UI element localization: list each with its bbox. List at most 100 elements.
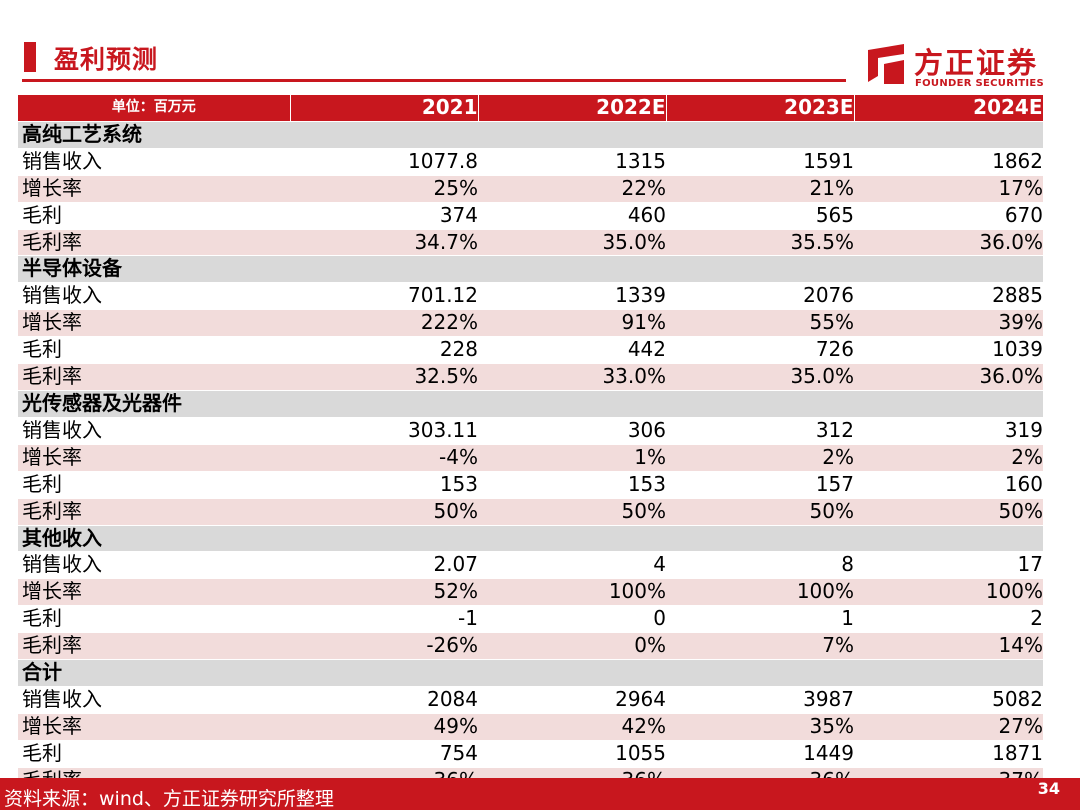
value-cell: 34.7% bbox=[290, 229, 478, 257]
value-cell: 2% bbox=[854, 444, 1043, 472]
segment-empty-cell bbox=[854, 121, 1043, 149]
value-cell: 100% bbox=[478, 578, 666, 607]
segment-empty-cell bbox=[478, 121, 666, 149]
founder-logo-icon bbox=[868, 44, 904, 84]
table-row: 毛利 754 1055 1449 1871 bbox=[18, 740, 1043, 768]
value-cell: 32.5% bbox=[290, 363, 478, 391]
row-label: 毛利 bbox=[18, 471, 290, 499]
title-accent-bar bbox=[24, 42, 36, 72]
page-title: 盈利预测 bbox=[54, 45, 159, 74]
segment-empty-cell bbox=[478, 659, 666, 687]
row-label: 销售收入 bbox=[18, 417, 290, 445]
value-cell: 39% bbox=[854, 309, 1043, 338]
value-cell: 153 bbox=[478, 471, 666, 499]
value-cell: 1% bbox=[478, 444, 666, 472]
segment-empty-cell bbox=[666, 255, 854, 284]
value-cell: 1055 bbox=[478, 740, 666, 768]
value-cell: 35.5% bbox=[666, 229, 854, 257]
table-header-row: 单位：百万元 2021 2022E 2023E 2024E bbox=[18, 95, 1044, 122]
table-row: 销售收入 2.07 4 8 17 bbox=[18, 551, 1043, 580]
value-cell: 2 bbox=[854, 605, 1043, 634]
value-cell: 1862 bbox=[854, 148, 1043, 176]
segment-empty-cell bbox=[290, 121, 478, 149]
segment-empty-cell bbox=[666, 121, 854, 149]
value-cell: 1039 bbox=[854, 336, 1043, 365]
logo-english-name: FOUNDER SECURITIES bbox=[915, 78, 1045, 89]
value-cell: 153 bbox=[290, 471, 478, 499]
value-cell: 442 bbox=[478, 336, 666, 365]
segment-empty-cell bbox=[854, 659, 1043, 687]
unit-label: 单位：百万元 bbox=[18, 95, 291, 122]
value-cell: 3987 bbox=[666, 686, 854, 714]
segment-empty-cell bbox=[854, 390, 1043, 418]
segment-header-row: 其他收入 bbox=[18, 525, 1043, 553]
value-cell: 228 bbox=[290, 336, 478, 365]
value-cell: 1449 bbox=[666, 740, 854, 768]
segment-empty-cell bbox=[478, 390, 666, 418]
table-row: 销售收入 2084 2964 3987 5082 bbox=[18, 686, 1043, 714]
table-row: 毛利 -1 0 1 2 bbox=[18, 605, 1043, 634]
table-row: 销售收入 303.11 306 312 319 bbox=[18, 417, 1043, 445]
value-cell: 726 bbox=[666, 336, 854, 365]
segment-empty-cell bbox=[854, 525, 1043, 553]
value-cell: 33.0% bbox=[478, 363, 666, 391]
value-cell: 49% bbox=[290, 713, 478, 741]
table-row: 销售收入 1077.8 1315 1591 1862 bbox=[18, 148, 1043, 176]
value-cell: 2964 bbox=[478, 686, 666, 714]
segment-name: 半导体设备 bbox=[18, 255, 290, 284]
value-cell: 306 bbox=[478, 417, 666, 445]
row-label: 毛利 bbox=[18, 202, 290, 230]
value-cell: 0% bbox=[478, 632, 666, 661]
value-cell: -26% bbox=[290, 632, 478, 661]
year-header: 2022E bbox=[478, 95, 667, 122]
row-label: 增长率 bbox=[18, 444, 290, 472]
row-label: 毛利 bbox=[18, 605, 290, 634]
page-number: 34 bbox=[1037, 779, 1060, 798]
table-row: 增长率 49% 42% 35% 27% bbox=[18, 713, 1043, 741]
segment-empty-cell bbox=[290, 659, 478, 687]
value-cell: 2% bbox=[666, 444, 854, 472]
table-row: 增长率 222% 91% 55% 39% bbox=[18, 309, 1043, 338]
row-label: 增长率 bbox=[18, 713, 290, 741]
value-cell: 4 bbox=[478, 551, 666, 580]
value-cell: 100% bbox=[666, 578, 854, 607]
value-cell: 17 bbox=[854, 551, 1043, 580]
value-cell: 460 bbox=[478, 202, 666, 230]
value-cell: 17% bbox=[854, 175, 1043, 203]
row-label: 毛利 bbox=[18, 336, 290, 365]
table-row: 毛利 228 442 726 1039 bbox=[18, 336, 1043, 365]
table-row: 销售收入 701.12 1339 2076 2885 bbox=[18, 282, 1043, 311]
title-divider bbox=[22, 79, 846, 82]
value-cell: 27% bbox=[854, 713, 1043, 741]
segment-header-row: 光传感器及光器件 bbox=[18, 390, 1043, 418]
brand-logo: 方正证券 FOUNDER SECURITIES bbox=[864, 40, 1054, 94]
value-cell: 1871 bbox=[854, 740, 1043, 768]
segment-name: 光传感器及光器件 bbox=[18, 390, 290, 418]
table-row: 增长率 25% 22% 21% 17% bbox=[18, 175, 1043, 203]
value-cell: 55% bbox=[666, 309, 854, 338]
value-cell: 21% bbox=[666, 175, 854, 203]
row-label: 增长率 bbox=[18, 578, 290, 607]
value-cell: 50% bbox=[478, 498, 666, 526]
segment-empty-cell bbox=[290, 255, 478, 284]
segment-empty-cell bbox=[290, 525, 478, 553]
value-cell: 1 bbox=[666, 605, 854, 634]
row-label: 增长率 bbox=[18, 309, 290, 338]
value-cell: 35% bbox=[666, 713, 854, 741]
segment-name: 合计 bbox=[18, 659, 290, 687]
value-cell: 2.07 bbox=[290, 551, 478, 580]
value-cell: 670 bbox=[854, 202, 1043, 230]
value-cell: 565 bbox=[666, 202, 854, 230]
segment-header-row: 高纯工艺系统 bbox=[18, 121, 1043, 149]
value-cell: 1339 bbox=[478, 282, 666, 311]
row-label: 毛利率 bbox=[18, 363, 290, 391]
value-cell: 50% bbox=[854, 498, 1043, 526]
value-cell: 52% bbox=[290, 578, 478, 607]
table-row: 毛利率 -26% 0% 7% 14% bbox=[18, 632, 1043, 661]
value-cell: 374 bbox=[290, 202, 478, 230]
year-header: 2024E bbox=[854, 95, 1044, 122]
row-label: 毛利率 bbox=[18, 229, 290, 257]
segment-empty-cell bbox=[290, 390, 478, 418]
value-cell: 5082 bbox=[854, 686, 1043, 714]
value-cell: 50% bbox=[290, 498, 478, 526]
